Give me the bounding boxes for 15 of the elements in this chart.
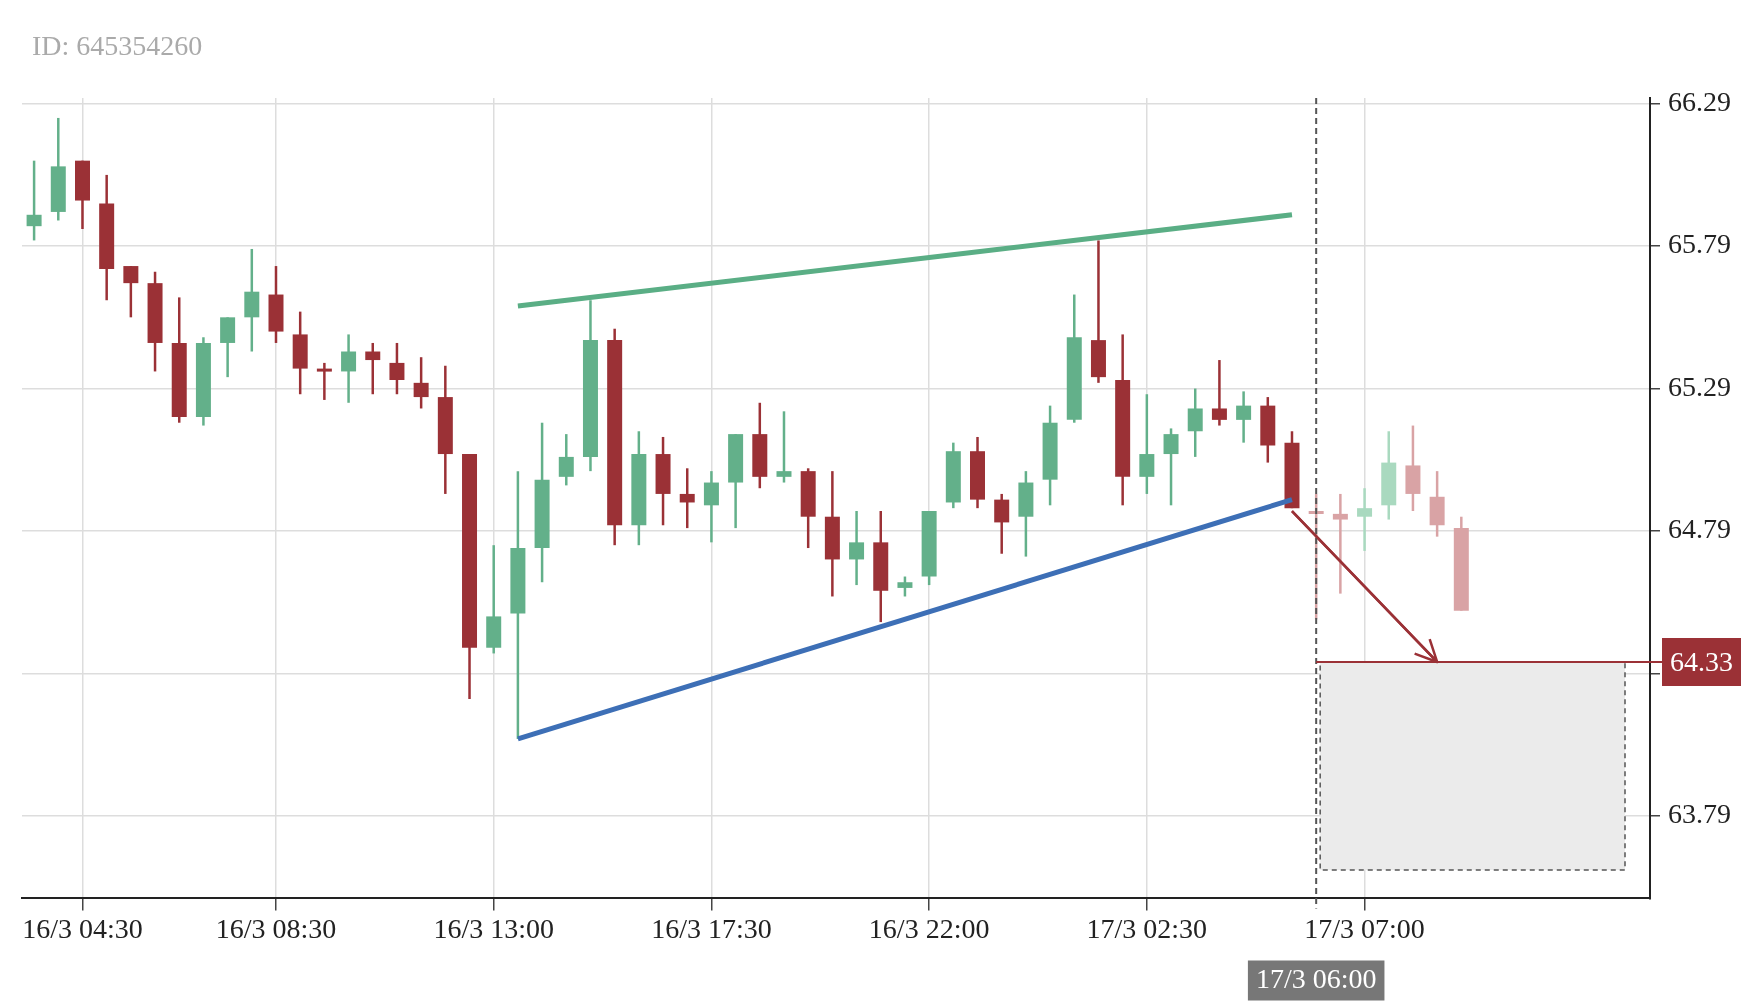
y-tick-label: 63.79 xyxy=(1668,798,1731,830)
x-tick-label: 16/3 17:30 xyxy=(651,912,772,944)
ref-line-label: 17/3 06:00 xyxy=(1255,962,1377,994)
y-tick-label: 65.29 xyxy=(1668,370,1731,402)
x-tick-label: 16/3 08:30 xyxy=(215,912,337,944)
x-tick-label: 17/3 02:30 xyxy=(1086,912,1208,944)
x-tick-label: 16/3 13:00 xyxy=(433,912,554,944)
ref-line-label: 64.33 xyxy=(1670,646,1733,678)
x-tick-label: 17/3 07:00 xyxy=(1304,912,1425,944)
y-tick-label: 66.29 xyxy=(1668,86,1731,118)
x-tick-label: 16/3 22:00 xyxy=(868,912,990,944)
y-tick-label: 64.79 xyxy=(1668,513,1731,545)
text: ID: 645354260 xyxy=(32,30,203,62)
y-tick-label: 65.79 xyxy=(1668,228,1731,260)
x-tick-label: 16/3 04:30 xyxy=(22,912,143,944)
